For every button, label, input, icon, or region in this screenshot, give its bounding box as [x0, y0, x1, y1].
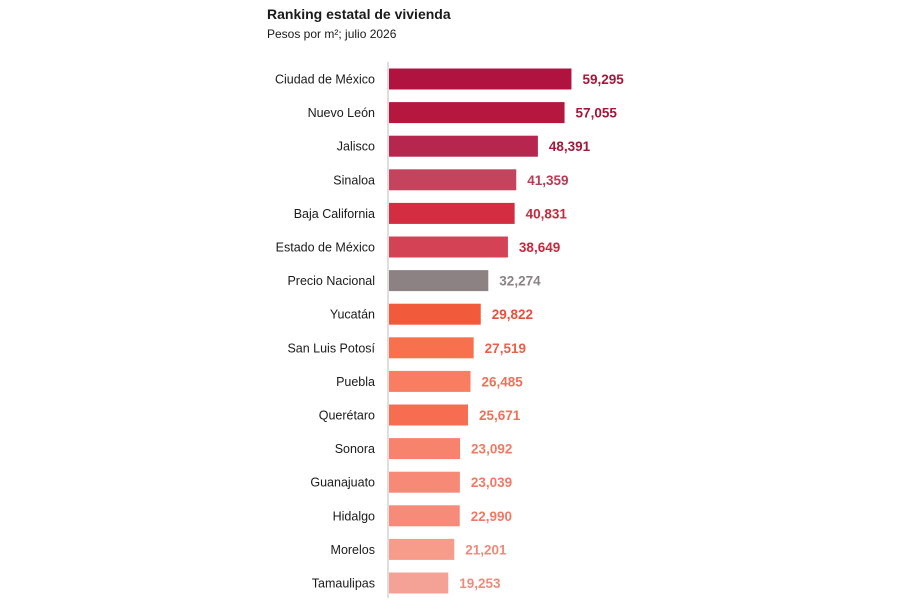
category-label: Estado de México	[276, 241, 375, 255]
value-label: 19,253	[459, 576, 501, 591]
category-label: Precio Nacional	[287, 274, 375, 288]
value-label: 23,092	[471, 442, 512, 457]
bar	[389, 303, 481, 325]
category-label: Jalisco	[337, 140, 375, 154]
value-label: 38,649	[519, 240, 560, 255]
category-label: San Luis Potosí	[287, 341, 375, 355]
bar	[389, 370, 471, 392]
chart-title: Ranking estatal de vivienda	[267, 6, 451, 22]
bar	[389, 68, 572, 90]
value-label: 23,039	[471, 475, 512, 490]
category-label: Ciudad de México	[275, 73, 375, 87]
category-label: Querétaro	[319, 409, 375, 423]
value-label: 41,359	[527, 173, 568, 188]
bar	[389, 270, 489, 292]
bar	[389, 202, 515, 224]
category-label: Morelos	[331, 543, 375, 557]
value-label: 32,274	[499, 274, 541, 289]
value-label: 40,831	[526, 206, 568, 221]
bar	[389, 404, 468, 426]
bar	[389, 135, 538, 157]
value-label: 22,990	[471, 509, 512, 524]
value-label: 29,822	[492, 307, 533, 322]
bar	[389, 337, 474, 359]
value-label: 27,519	[485, 341, 526, 356]
category-label: Nuevo León	[308, 106, 375, 120]
category-label: Hidalgo	[333, 509, 375, 523]
value-label: 25,671	[479, 408, 521, 423]
bar	[389, 438, 461, 460]
category-label: Baja California	[294, 207, 375, 221]
value-label: 59,295	[582, 72, 624, 87]
chart-subtitle: Pesos por m²; julio 2026	[267, 27, 397, 41]
bars-layer: Ciudad de México 59,295 Nuevo León 57,055 Ja…	[275, 68, 624, 594]
bar	[389, 572, 449, 594]
bar	[389, 102, 565, 124]
bar	[389, 236, 508, 258]
value-label: 57,055	[576, 106, 618, 121]
bar	[389, 505, 460, 527]
category-label: Sonora	[335, 442, 375, 456]
category-label: Guanajuato	[310, 476, 375, 490]
category-label: Yucatán	[330, 308, 375, 322]
value-label: 26,485	[481, 374, 523, 389]
bar	[389, 471, 460, 493]
value-label: 48,391	[549, 139, 591, 154]
category-label: Sinaloa	[333, 173, 375, 187]
category-label: Puebla	[336, 375, 375, 389]
bar	[389, 169, 517, 191]
bar	[389, 538, 455, 560]
category-label: Tamaulipas	[312, 577, 375, 591]
value-label: 21,201	[465, 542, 507, 557]
